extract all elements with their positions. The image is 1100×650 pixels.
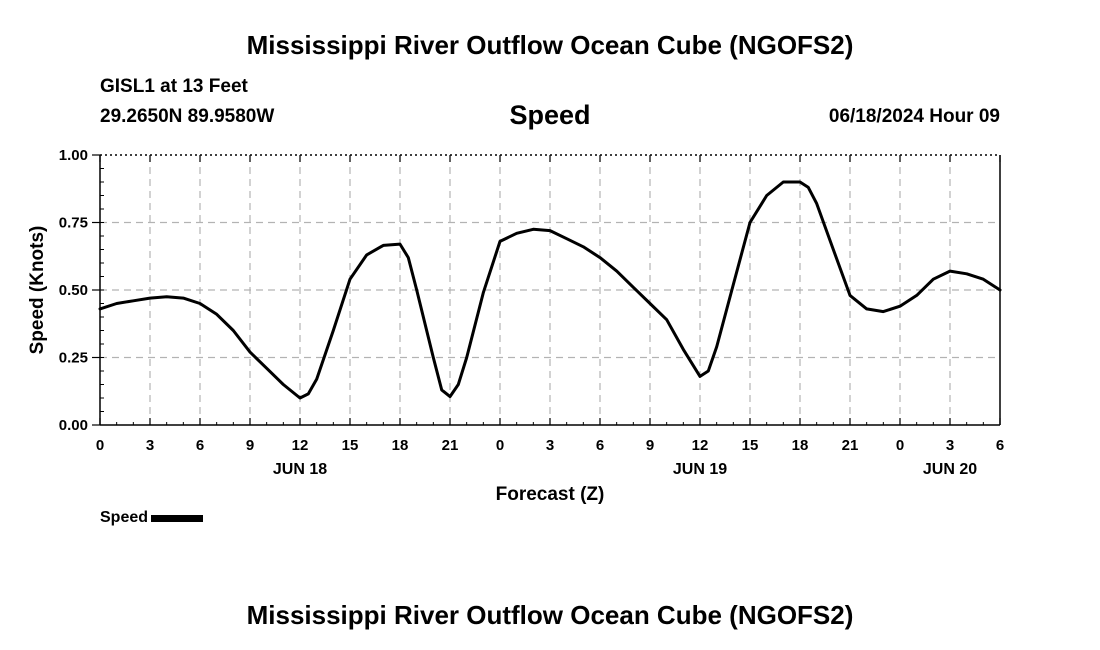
- main-title: Mississippi River Outflow Ocean Cube (NG…: [246, 30, 854, 60]
- grid: [100, 155, 1000, 425]
- chart-title: Speed: [509, 100, 591, 130]
- x-tick-label: 12: [692, 437, 709, 454]
- date-label: JUN 19: [673, 461, 727, 478]
- station-coords: 29.2650N 89.9580W: [100, 106, 275, 127]
- y-tick-label: 0.50: [59, 282, 88, 299]
- x-tick-label: 0: [496, 437, 504, 454]
- x-tick-label: 9: [646, 437, 654, 454]
- x-tick-label: 18: [392, 437, 409, 454]
- x-tick-label: 6: [596, 437, 604, 454]
- y-axis-label: Speed (Knots): [27, 226, 48, 355]
- x-tick-label: 15: [342, 437, 359, 454]
- speed-line: [98, 180, 1002, 400]
- station-label: GISL1 at 13 Feet: [100, 76, 248, 97]
- x-tick-label: 21: [442, 437, 459, 454]
- x-tick-label: 3: [546, 437, 554, 454]
- y-tick-label: 0.25: [59, 350, 88, 367]
- legend: Speed: [100, 509, 204, 527]
- x-tick-label: 3: [146, 437, 154, 454]
- x-tick-label: 3: [946, 437, 954, 454]
- forecast-datetime: 06/18/2024 Hour 09: [828, 106, 1000, 127]
- series: [98, 180, 1002, 400]
- x-tick-label: 12: [292, 437, 309, 454]
- date-label: JUN 20: [923, 461, 977, 478]
- tick-labels: 0 3 6 9 12 15 18 21 0 3 6 9 12 15 18 21 0 3 6 0.00 0.25 0.50 0…: [59, 147, 1004, 478]
- x-tick-label: 21: [842, 437, 859, 454]
- date-label: JUN 18: [273, 461, 327, 478]
- y-tick-label: 1.00: [59, 147, 88, 164]
- x-tick-label: 15: [742, 437, 759, 454]
- x-tick-label: 6: [196, 437, 204, 454]
- x-tick-label: 6: [996, 437, 1004, 454]
- x-tick-label: 18: [792, 437, 809, 454]
- y-tick-label: 0.75: [59, 215, 88, 232]
- y-tick-label: 0.00: [59, 417, 88, 434]
- x-tick-label: 0: [96, 437, 104, 454]
- footer-title: Mississippi River Outflow Ocean Cube (NG…: [246, 600, 854, 630]
- x-axis-label: Forecast (Z): [496, 484, 605, 505]
- x-tick-label: 9: [246, 437, 254, 454]
- legend-swatch: [151, 514, 204, 522]
- legend-label: Speed: [100, 509, 149, 526]
- x-tick-label: 0: [896, 437, 904, 454]
